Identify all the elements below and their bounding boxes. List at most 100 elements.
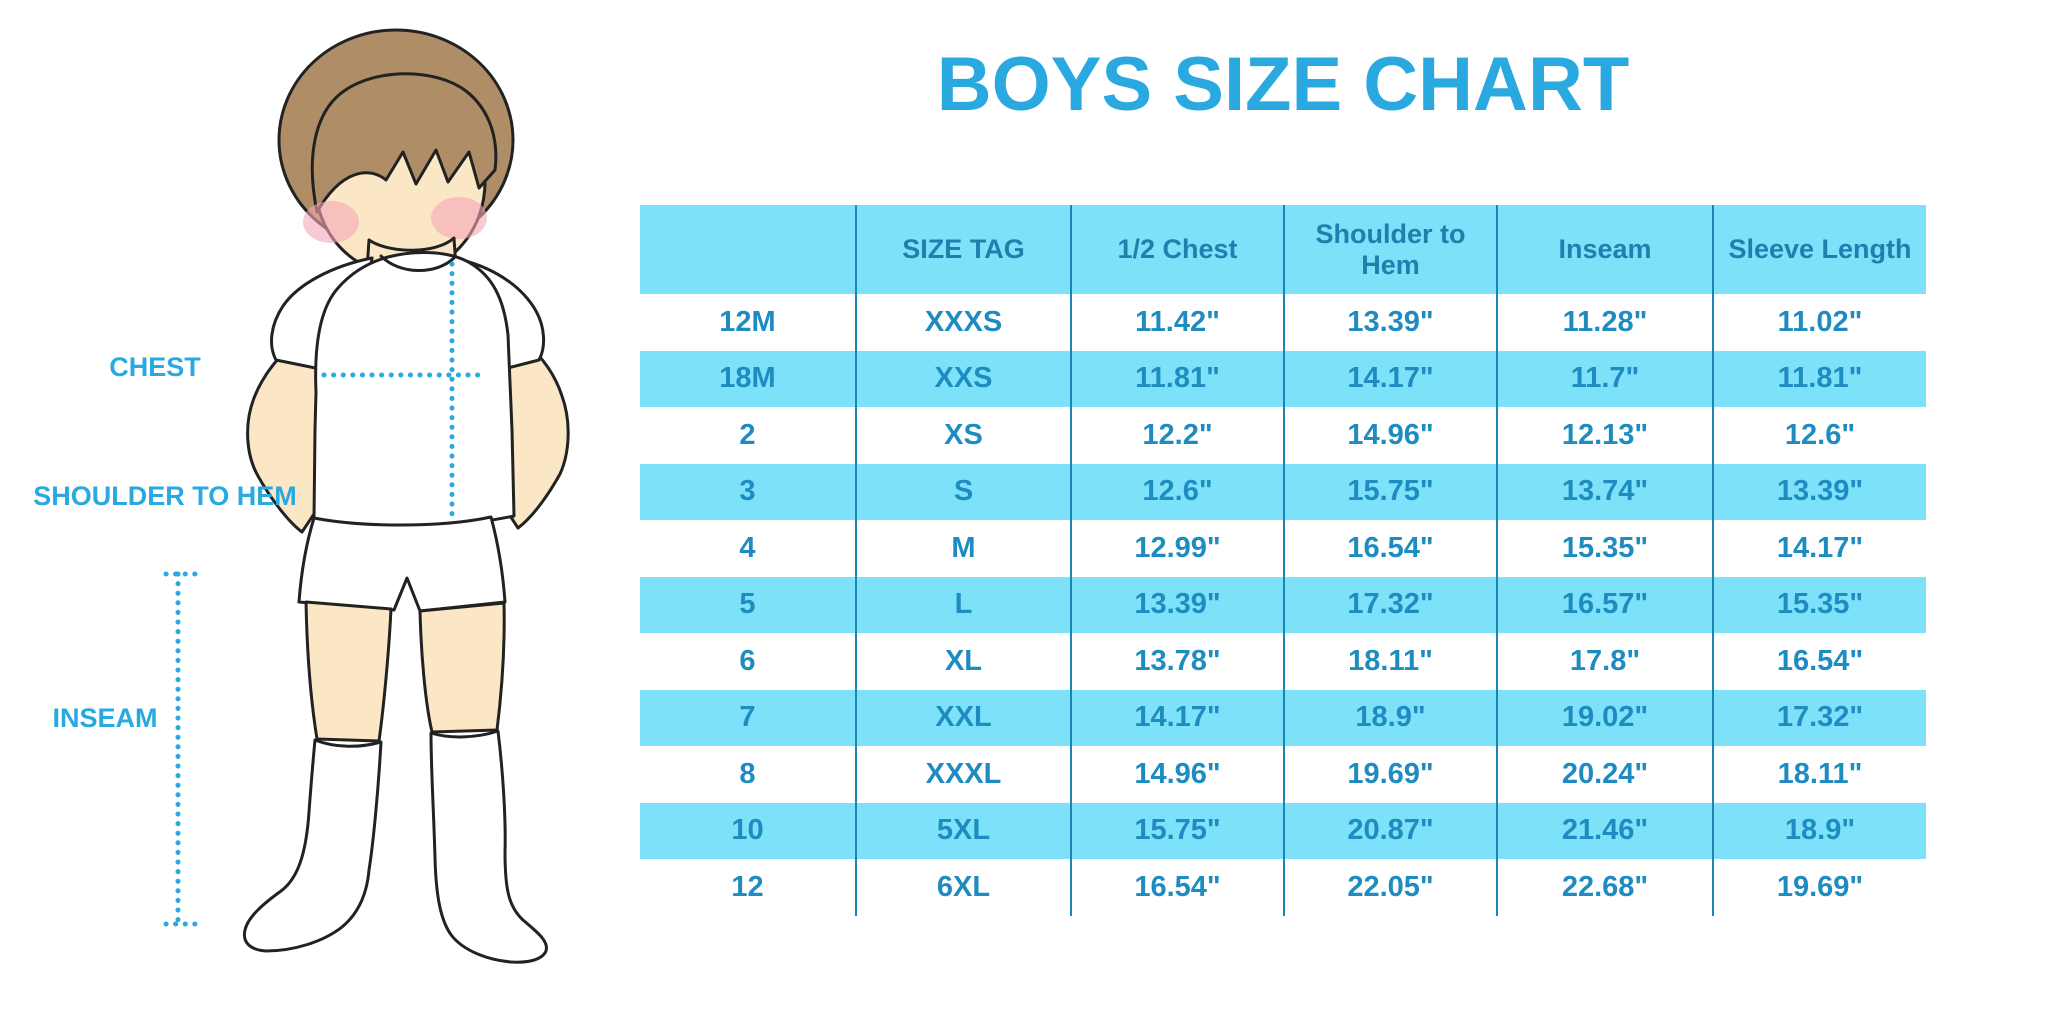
cell-age: 5: [739, 588, 756, 621]
cell-size-tag: XXXL: [855, 746, 1070, 803]
cell-inseam: 21.46": [1496, 802, 1712, 859]
cell-age: 7: [739, 701, 756, 734]
size-table: SIZE TAG 1/2 Chest Shoulder to Hem Insea…: [640, 205, 1926, 916]
cell-shoulder-to-hem: 22.05": [1283, 859, 1496, 916]
table-row: 2 XS 12.2" 14.96" 12.13" 12.6": [640, 407, 1926, 464]
right-sock: [429, 729, 548, 964]
cell-shoulder-to-hem: 13.39": [1283, 294, 1496, 351]
shoulder-to-hem-label: SHOULDER TO HEM: [33, 481, 297, 511]
shorts: [297, 515, 507, 613]
cell-inseam: 20.24": [1496, 746, 1712, 803]
header-cell-sleeve-length: Sleeve Length: [1712, 205, 1926, 294]
cell-age: 10: [731, 814, 764, 847]
inseam-label: INSEAM: [52, 703, 158, 733]
header-cell-blank: [640, 205, 855, 294]
table-row: 6 XL 13.78" 18.11" 17.8" 16.54": [640, 633, 1926, 690]
cell-sleeve-length: 11.02": [1712, 294, 1926, 351]
chest-label: CHEST: [109, 352, 201, 382]
table-row: 5 L 13.39" 17.32" 16.57" 15.35": [640, 576, 1926, 633]
blush-left: [303, 201, 359, 243]
cell-inseam: 22.68": [1496, 859, 1712, 916]
cell-half-chest: 12.2": [1070, 407, 1283, 464]
cell-size-tag: S: [855, 463, 1070, 520]
page-title: BOYS SIZE CHART: [936, 42, 1630, 127]
cell-age: 12M: [719, 305, 776, 338]
table-row: 10 5XL 15.75" 20.87" 21.46" 18.9": [640, 802, 1926, 859]
table-row: 7 XXL 14.17" 18.9" 19.02" 17.32": [640, 689, 1926, 746]
cell-inseam: 17.8": [1496, 633, 1712, 690]
tshirt-body: [312, 250, 516, 531]
cell-half-chest: 13.78": [1070, 633, 1283, 690]
cell-age: 3: [739, 475, 756, 508]
table-header-row: SIZE TAG 1/2 Chest Shoulder to Hem Insea…: [640, 205, 1926, 294]
header-cell-size-tag: SIZE TAG: [855, 205, 1070, 294]
cell-age: 8: [739, 757, 756, 790]
table-row: 12 6XL 16.54" 22.05" 22.68" 19.69": [640, 859, 1926, 916]
header-cell-shoulder-to-hem: Shoulder to Hem: [1283, 205, 1496, 294]
cell-shoulder-to-hem: 20.87": [1283, 802, 1496, 859]
cell-age: 18M: [719, 362, 776, 395]
cell-shoulder-to-hem: 19.69": [1283, 746, 1496, 803]
cell-size-tag: XXL: [855, 689, 1070, 746]
cell-shoulder-to-hem: 16.54": [1283, 520, 1496, 577]
cell-age: 12: [731, 870, 764, 903]
cell-shoulder-to-hem: 14.96": [1283, 407, 1496, 464]
cell-half-chest: 11.42": [1070, 294, 1283, 351]
cell-inseam: 15.35": [1496, 520, 1712, 577]
table-row: 3 S 12.6" 15.75" 13.74" 13.39": [640, 463, 1926, 520]
cell-age: 6: [739, 644, 756, 677]
cell-inseam: 19.02": [1496, 689, 1712, 746]
cell-age: 4: [739, 531, 756, 564]
cell-inseam: 16.57": [1496, 576, 1712, 633]
cell-shoulder-to-hem: 18.11": [1283, 633, 1496, 690]
cell-half-chest: 12.99": [1070, 520, 1283, 577]
cell-sleeve-length: 13.39": [1712, 463, 1926, 520]
cell-inseam: 11.28": [1496, 294, 1712, 351]
cell-size-tag: XL: [855, 633, 1070, 690]
hair-fringe: [310, 72, 498, 214]
cell-sleeve-length: 18.11": [1712, 746, 1926, 803]
cell-age: 2: [739, 418, 756, 451]
table-row: 12M XXXS 11.42" 13.39" 11.28" 11.02": [640, 294, 1926, 351]
boy-figure-illustration: [163, 28, 570, 964]
cell-size-tag: L: [855, 576, 1070, 633]
left-sock: [242, 738, 383, 953]
cell-sleeve-length: 15.35": [1712, 576, 1926, 633]
cell-sleeve-length: 12.6": [1712, 407, 1926, 464]
cell-half-chest: 12.6": [1070, 463, 1283, 520]
cell-sleeve-length: 11.81": [1712, 350, 1926, 407]
cell-inseam: 13.74": [1496, 463, 1712, 520]
cell-size-tag: XXXS: [855, 294, 1070, 351]
table-row: 8 XXXL 14.96" 19.69" 20.24" 18.11": [640, 746, 1926, 803]
cell-size-tag: XXS: [855, 350, 1070, 407]
cell-size-tag: M: [855, 520, 1070, 577]
cell-inseam: 11.7": [1496, 350, 1712, 407]
left-leg: [304, 600, 393, 743]
cell-half-chest: 14.96": [1070, 746, 1283, 803]
cell-half-chest: 16.54": [1070, 859, 1283, 916]
right-leg: [418, 601, 506, 734]
cell-half-chest: 14.17": [1070, 689, 1283, 746]
cell-shoulder-to-hem: 15.75": [1283, 463, 1496, 520]
table-row: 18M XXS 11.81" 14.17" 11.7" 11.81": [640, 350, 1926, 407]
cell-size-tag: XS: [855, 407, 1070, 464]
header-cell-half-chest: 1/2 Chest: [1070, 205, 1283, 294]
cell-size-tag: 6XL: [855, 859, 1070, 916]
header-cell-inseam: Inseam: [1496, 205, 1712, 294]
table-row: 4 M 12.99" 16.54" 15.35" 14.17": [640, 520, 1926, 577]
cell-sleeve-length: 16.54": [1712, 633, 1926, 690]
cell-sleeve-length: 18.9": [1712, 802, 1926, 859]
cell-half-chest: 13.39": [1070, 576, 1283, 633]
cell-half-chest: 11.81": [1070, 350, 1283, 407]
cell-inseam: 12.13": [1496, 407, 1712, 464]
cell-half-chest: 15.75": [1070, 802, 1283, 859]
cell-shoulder-to-hem: 17.32": [1283, 576, 1496, 633]
cell-shoulder-to-hem: 14.17": [1283, 350, 1496, 407]
cell-sleeve-length: 19.69": [1712, 859, 1926, 916]
blush-right: [431, 197, 487, 239]
cell-sleeve-length: 14.17": [1712, 520, 1926, 577]
cell-shoulder-to-hem: 18.9": [1283, 689, 1496, 746]
collar: [379, 254, 456, 272]
cell-sleeve-length: 17.32": [1712, 689, 1926, 746]
